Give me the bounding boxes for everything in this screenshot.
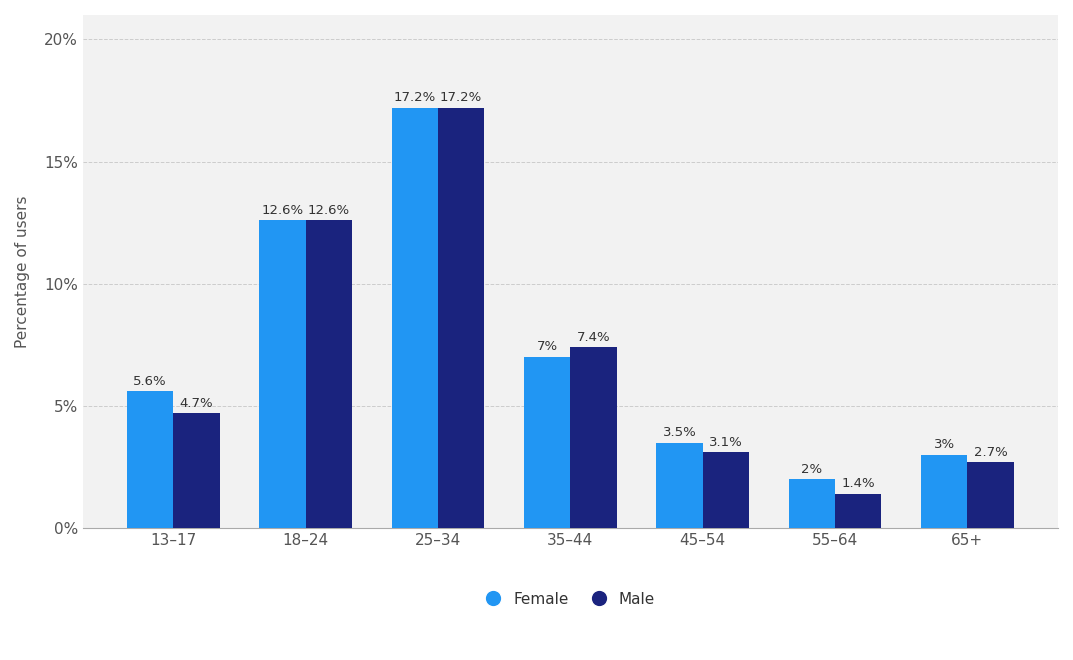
Bar [703,452,749,528]
Text: 4.7%: 4.7% [179,397,214,410]
Text: 5.6%: 5.6% [133,375,167,387]
Bar [173,413,220,528]
Bar [127,391,173,528]
Legend: Female, Male: Female, Male [480,585,661,613]
Bar [392,108,438,528]
Bar [835,494,881,528]
Bar [260,220,306,528]
Text: 17.2%: 17.2% [394,91,436,104]
Text: 2%: 2% [802,463,822,476]
Text: 12.6%: 12.6% [262,203,304,216]
Text: 2.7%: 2.7% [973,446,1008,459]
Bar [306,220,352,528]
Bar [571,347,617,528]
Text: 3.1%: 3.1% [709,436,743,449]
Text: 12.6%: 12.6% [308,203,350,216]
Text: 17.2%: 17.2% [440,91,482,104]
Text: 7%: 7% [536,341,558,354]
Bar [524,357,571,528]
Text: 1.4%: 1.4% [841,477,874,490]
Text: 3.5%: 3.5% [663,426,696,439]
Bar [968,462,1014,528]
Text: 3%: 3% [934,438,955,451]
Bar [657,443,703,528]
Text: 7.4%: 7.4% [576,331,611,344]
Bar [921,455,968,528]
Bar [438,108,484,528]
Y-axis label: Percentage of users: Percentage of users [15,195,30,348]
Bar [789,479,835,528]
